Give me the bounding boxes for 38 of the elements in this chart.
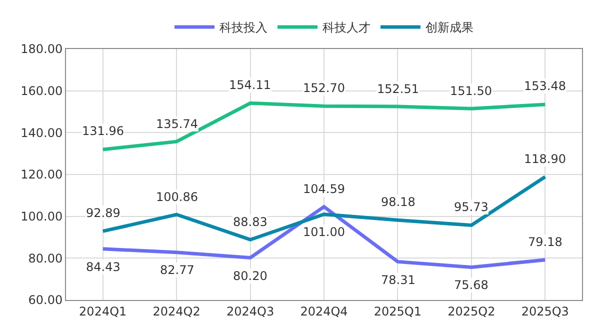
y-tick-label: 100.00	[20, 210, 63, 224]
legend-label: 科技投入	[220, 20, 268, 35]
x-tick-label: 2025Q2	[448, 304, 496, 318]
data-label: 118.90	[524, 152, 566, 166]
data-label: 135.74	[156, 117, 198, 131]
x-tick-label: 2024Q4	[300, 304, 348, 318]
x-tick-label: 2025Q1	[374, 304, 422, 318]
data-label: 80.20	[233, 269, 268, 283]
y-tick-label: 140.00	[20, 126, 63, 140]
x-tick-label: 2024Q1	[79, 304, 127, 318]
y-tick-label: 80.00	[28, 251, 63, 266]
data-label: 131.96	[82, 124, 124, 138]
data-label: 152.51	[377, 82, 419, 96]
data-label: 92.89	[86, 206, 120, 220]
legend-label: 创新成果	[426, 20, 474, 35]
data-label: 101.00	[303, 225, 345, 239]
data-label: 82.77	[160, 263, 194, 277]
data-label: 88.83	[233, 215, 268, 229]
x-tick-label: 2024Q2	[152, 304, 200, 318]
y-tick-label: 180.00	[20, 42, 63, 56]
data-label: 95.73	[454, 200, 488, 214]
data-label: 151.50	[450, 84, 492, 98]
data-label: 100.86	[156, 190, 198, 204]
data-label: 84.43	[86, 260, 120, 274]
data-label: 78.31	[381, 273, 416, 287]
legend-label: 科技人才	[322, 20, 370, 35]
data-label: 153.48	[524, 79, 566, 93]
x-tick-label: 2024Q3	[226, 304, 274, 318]
data-label: 98.18	[381, 195, 416, 209]
data-label: 104.59	[303, 182, 345, 196]
data-label: 152.70	[303, 81, 345, 95]
y-tick-label: 60.00	[28, 293, 63, 308]
data-label: 154.11	[229, 78, 271, 92]
x-tick-label: 2025Q3	[521, 304, 569, 318]
data-label: 75.68	[454, 278, 488, 292]
y-tick-label: 120.00	[20, 168, 63, 182]
y-tick-label: 160.00	[20, 84, 63, 98]
data-label: 79.18	[528, 235, 562, 249]
